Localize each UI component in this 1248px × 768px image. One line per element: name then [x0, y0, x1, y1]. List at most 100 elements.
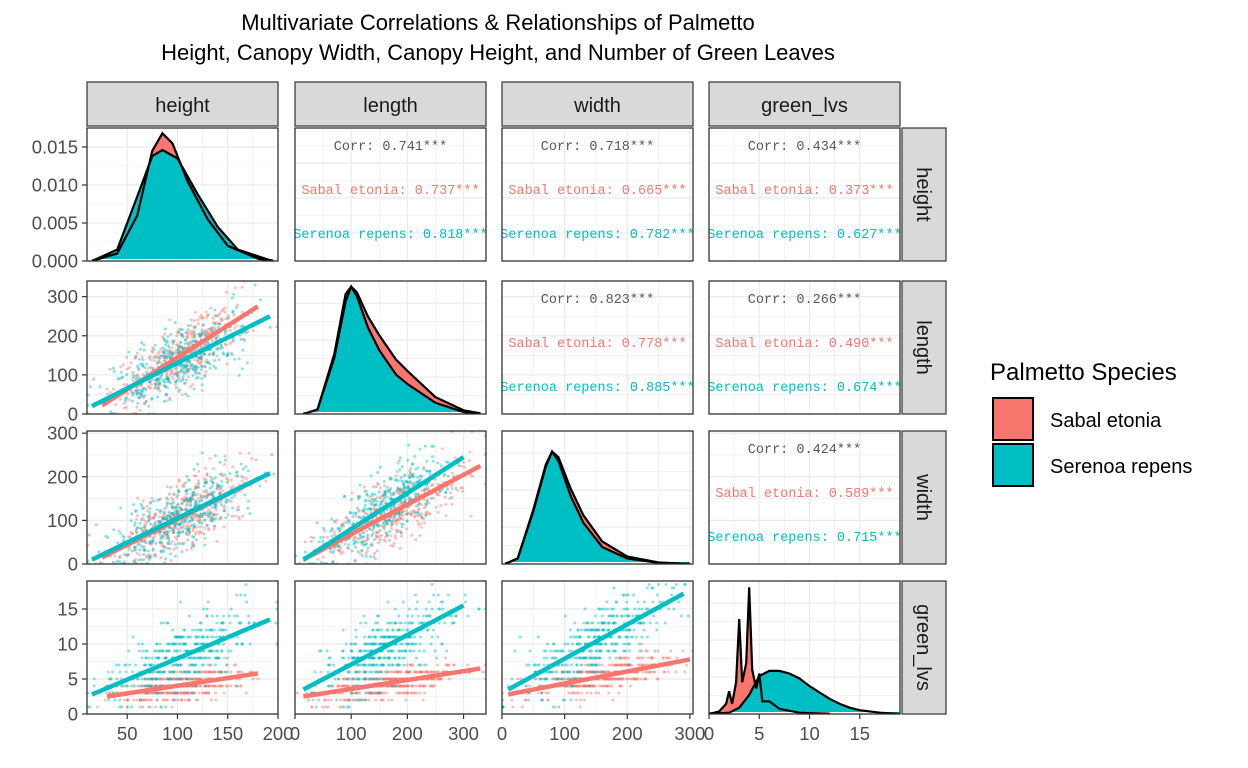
scatter-point-sabal-etonia: [173, 373, 177, 377]
scatter-point-sabal-etonia: [208, 670, 211, 674]
scatter-point-serenoa-repens: [189, 340, 193, 344]
scatter-point-sabal-etonia: [234, 514, 237, 518]
scatter-point-serenoa-repens: [322, 526, 326, 530]
scatter-point-sabal-etonia: [382, 677, 386, 681]
scatter-point-serenoa-repens: [392, 491, 396, 495]
scatter-point-serenoa-repens: [200, 383, 204, 387]
scatter-point-serenoa-repens: [183, 342, 187, 346]
scatter-point-sabal-etonia: [161, 335, 164, 339]
scatter-point-sabal-etonia: [199, 333, 203, 337]
scatter-point-sabal-etonia: [392, 684, 396, 688]
scatter-point-sabal-etonia: [420, 670, 424, 674]
panel-border: [501, 430, 694, 565]
scatter-point-sabal-etonia: [603, 684, 607, 688]
scatter-point-serenoa-repens: [191, 363, 195, 367]
scatter-point-sabal-etonia: [409, 663, 413, 667]
scatter-point-serenoa-repens: [172, 670, 176, 674]
scatter-point-sabal-etonia: [332, 546, 336, 550]
scatter-point-serenoa-repens: [352, 656, 356, 660]
scatter-point-sabal-etonia: [376, 531, 379, 535]
scatter-point-sabal-etonia: [342, 698, 346, 702]
scatter-point-serenoa-repens: [148, 663, 151, 667]
scatter-point-serenoa-repens: [182, 642, 186, 646]
scatter-point-serenoa-repens: [174, 635, 178, 639]
scatter-point-serenoa-repens: [188, 670, 192, 674]
scatter-point-serenoa-repens: [406, 458, 410, 462]
scatter-point-sabal-etonia: [126, 392, 130, 396]
scatter-point-sabal-etonia: [593, 684, 597, 688]
scatter-point-sabal-etonia: [152, 524, 155, 528]
scatter-point-sabal-etonia: [213, 691, 217, 695]
scatter-point-serenoa-repens: [428, 614, 432, 618]
scatter-point-sabal-etonia: [607, 677, 611, 681]
scatter-point-serenoa-repens: [402, 663, 406, 667]
scatter-point-serenoa-repens: [201, 642, 205, 646]
scatter-point-sabal-etonia: [453, 456, 457, 460]
scatter-point-serenoa-repens: [146, 549, 150, 553]
scatter-point-sabal-etonia: [424, 487, 428, 491]
scatter-point-serenoa-repens: [376, 614, 380, 618]
scatter-point-serenoa-repens: [192, 663, 196, 667]
scatter-point-sabal-etonia: [170, 677, 174, 681]
scatter-point-sabal-etonia: [214, 513, 218, 517]
scatter-point-sabal-etonia: [153, 684, 157, 688]
scatter-point-serenoa-repens: [159, 519, 163, 523]
scatter-point-sabal-etonia: [579, 670, 582, 674]
scatter-point-sabal-etonia: [168, 396, 172, 400]
scatter-point-sabal-etonia: [360, 542, 364, 546]
scatter-point-serenoa-repens: [373, 503, 377, 507]
scatter-point-serenoa-repens: [219, 343, 223, 347]
scatter-point-sabal-etonia: [194, 677, 198, 681]
panel-gridlines: [295, 431, 486, 564]
scatter-point-sabal-etonia: [195, 486, 199, 489]
scatter-point-serenoa-repens: [137, 558, 141, 562]
scatter-point-sabal-etonia: [171, 540, 174, 544]
scatter-point-sabal-etonia: [211, 684, 215, 688]
scatter-point-serenoa-repens: [387, 635, 391, 639]
scatter-point-sabal-etonia: [185, 524, 189, 528]
scatter-point-sabal-etonia: [187, 526, 191, 530]
scatter-point-serenoa-repens: [138, 388, 142, 392]
scatter-point-sabal-etonia: [207, 684, 210, 688]
scatter-point-sabal-etonia: [681, 649, 685, 653]
scatter-point-sabal-etonia: [182, 485, 186, 488]
scatter-point-sabal-etonia: [338, 549, 342, 553]
scatter-point-sabal-etonia: [197, 515, 201, 519]
scatter-point-sabal-etonia: [616, 663, 620, 667]
regression-line-sabal-etonia: [303, 666, 481, 699]
scatter-point-sabal-etonia: [226, 684, 230, 688]
scatter-point-serenoa-repens: [153, 553, 156, 557]
scatter-point-serenoa-repens: [186, 529, 190, 533]
scatter-point-serenoa-repens: [127, 649, 131, 653]
scatter-point-sabal-etonia: [193, 310, 197, 314]
scatter-point-serenoa-repens: [145, 684, 149, 688]
scatter-point-serenoa-repens: [403, 649, 407, 653]
scatter-point-serenoa-repens: [417, 501, 421, 505]
scatter-point-sabal-etonia: [623, 656, 627, 660]
scatter-point-sabal-etonia: [343, 677, 347, 681]
scatter-point-sabal-etonia: [178, 505, 182, 509]
scatter-point-serenoa-repens: [365, 649, 369, 653]
scatter-point-sabal-etonia: [481, 670, 485, 674]
scatter-point-sabal-etonia: [165, 691, 169, 695]
scatter-point-serenoa-repens: [307, 698, 310, 702]
scatter-point-serenoa-repens: [342, 495, 346, 499]
scatter-point-serenoa-repens: [222, 509, 226, 513]
scatter-point-serenoa-repens: [373, 635, 377, 639]
scatter-point-serenoa-repens: [143, 548, 147, 552]
scatter-point-sabal-etonia: [588, 684, 592, 688]
scatter-point-sabal-etonia: [215, 486, 219, 490]
panel-gridlines: [502, 281, 693, 414]
scatter-point-serenoa-repens: [319, 536, 323, 539]
scatter-point-serenoa-repens: [170, 511, 174, 515]
scatter-point-serenoa-repens: [408, 649, 412, 653]
scatter-point-serenoa-repens: [328, 656, 332, 660]
scatter-point-serenoa-repens: [162, 515, 166, 519]
scatter-point-serenoa-repens: [215, 621, 219, 625]
scatter-point-sabal-etonia: [358, 533, 362, 537]
scatter-point-sabal-etonia: [160, 509, 164, 513]
scatter-point-sabal-etonia: [192, 498, 196, 502]
scatter-point-sabal-etonia: [177, 390, 181, 393]
scatter-point-serenoa-repens: [380, 502, 384, 506]
scatter-point-sabal-etonia: [226, 478, 230, 482]
